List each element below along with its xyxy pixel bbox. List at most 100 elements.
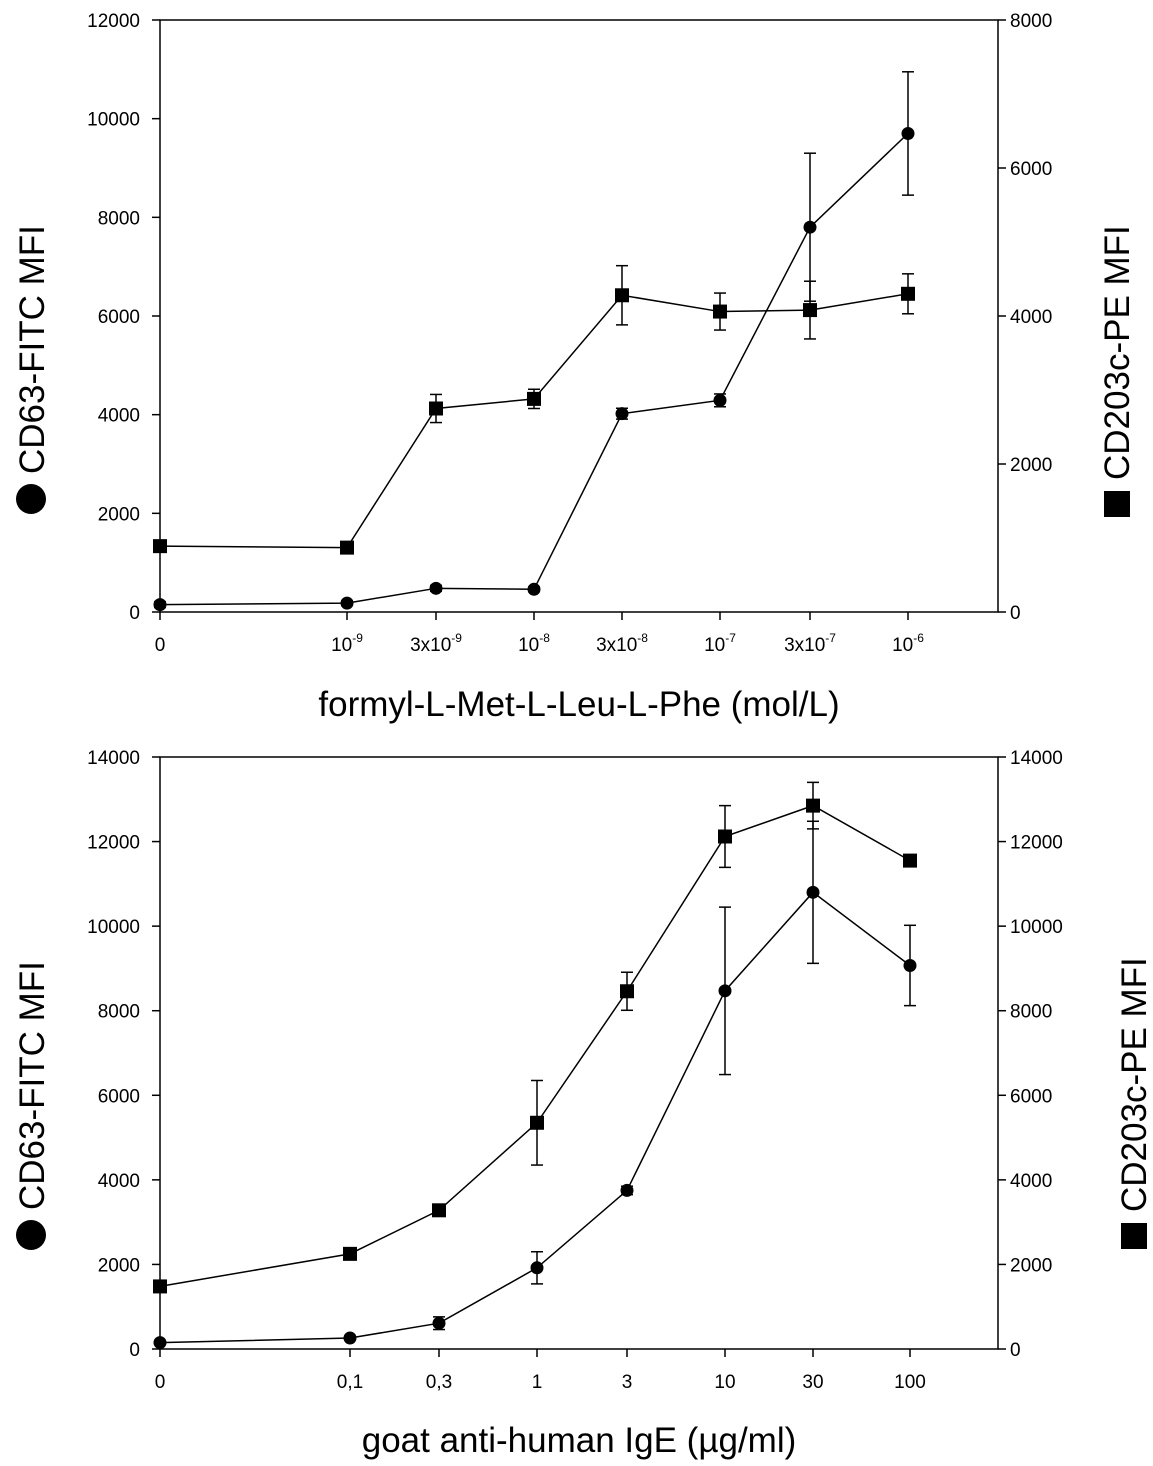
cd203c-data-point <box>718 829 732 844</box>
cd63-data-point <box>527 582 541 596</box>
bottom-right-y-label: CD203c-PE MFI <box>1115 957 1153 1212</box>
top-chart: 0 2000 4000 6000 8000 10000 12000 0 2000 4000 600… <box>13 11 1137 724</box>
cd203c-data-point <box>806 798 820 813</box>
right-y-tick-label: 0 <box>1010 1340 1021 1361</box>
bottom-left-y-ticks: 0 2000 4000 6000 8000 10000 12000 14000 <box>87 748 160 1361</box>
cd203c-data-point <box>153 1279 167 1294</box>
x-tick-label: 10-6 <box>892 631 924 656</box>
x-tick-label: 1 <box>532 1372 543 1393</box>
left-y-tick-label: 2000 <box>98 504 140 525</box>
bottom-left-y-axis-title: CD63-FITC MFI <box>13 961 52 1250</box>
left-y-tick-label: 6000 <box>98 1086 140 1107</box>
circle-legend-marker <box>16 1220 46 1250</box>
x-tick-label: 0,1 <box>337 1372 363 1393</box>
cd63-data-point <box>429 581 443 595</box>
cd63-data-point <box>432 1316 446 1330</box>
left-y-tick-label: 4000 <box>98 1171 140 1192</box>
bottom-left-y-label: CD63-FITC MFI <box>13 961 52 1210</box>
right-y-tick-label: 10000 <box>1010 917 1063 938</box>
bottom-x-axis-title: goat anti-human IgE (µg/ml) <box>362 1421 797 1460</box>
cd203c-data-point <box>429 401 443 416</box>
cd203c-data-point <box>901 286 915 301</box>
bottom-chart: 0 2000 4000 6000 8000 10000 12000 14000 0 2000 40… <box>13 748 1153 1460</box>
cd63-data-point <box>620 1183 634 1197</box>
cd203c-data-point <box>432 1203 446 1218</box>
left-y-tick-label: 8000 <box>98 1002 140 1023</box>
top-left-y-ticks: 0 2000 4000 6000 8000 10000 12000 <box>87 11 160 624</box>
cd203c-series-line <box>159 804 911 1288</box>
cd63-data-point <box>153 598 167 612</box>
right-y-tick-label: 0 <box>1010 603 1021 624</box>
cd203c-series-line <box>159 293 909 549</box>
x-tick-label: 3x10-9 <box>410 631 462 656</box>
right-y-tick-label: 4000 <box>1010 307 1052 328</box>
cd63-data-point <box>713 393 727 407</box>
left-y-tick-label: 10000 <box>87 110 140 131</box>
x-tick-label: 10 <box>714 1372 735 1393</box>
cd203c-data-point <box>153 539 167 554</box>
x-tick-label: 10-8 <box>518 631 550 656</box>
left-y-tick-label: 0 <box>129 603 140 624</box>
top-series <box>153 71 915 612</box>
square-legend-marker <box>1121 1223 1147 1249</box>
square-legend-marker <box>1104 491 1130 517</box>
cd203c-data-point <box>803 303 817 318</box>
cd203c-data-point <box>620 984 634 999</box>
bottom-right-y-ticks: 0 2000 4000 6000 8000 10000 12000 14000 <box>998 748 1063 1361</box>
x-tick-label: 0 <box>155 635 166 656</box>
top-left-y-axis-title: CD63-FITC MFI <box>13 225 52 514</box>
bottom-plot-frame <box>159 756 999 1350</box>
top-x-axis-title: formyl-L-Met-L-Leu-L-Phe (mol/L) <box>318 685 839 724</box>
x-tick-label: 3x10-7 <box>784 631 836 656</box>
bottom-x-ticks: 0 0,1 0,3 1 3 10 30 100 <box>155 1349 926 1393</box>
cd63-series-line <box>159 132 909 606</box>
cd63-data-point <box>343 1331 357 1345</box>
cd63-data-point <box>903 958 917 972</box>
cd203c-data-point <box>343 1246 357 1261</box>
x-tick-label: 0,3 <box>426 1372 452 1393</box>
cd203c-data-point <box>340 540 354 555</box>
cd63-data-point <box>718 984 732 998</box>
cd203c-data-point <box>615 288 629 303</box>
left-y-tick-label: 8000 <box>98 208 140 229</box>
right-y-tick-label: 8000 <box>1010 11 1052 32</box>
cd63-data-point <box>530 1261 544 1275</box>
x-tick-label: 0 <box>155 1372 166 1393</box>
right-y-tick-label: 2000 <box>1010 455 1052 476</box>
right-y-tick-label: 14000 <box>1010 748 1063 769</box>
cd203c-data-point <box>713 304 727 319</box>
left-y-tick-label: 12000 <box>87 833 140 854</box>
right-y-tick-label: 6000 <box>1010 1086 1052 1107</box>
top-right-y-axis-title: CD203c-PE MFI <box>1098 225 1137 517</box>
left-y-tick-label: 12000 <box>87 11 140 32</box>
x-tick-label: 10-9 <box>331 631 363 656</box>
right-y-tick-label: 2000 <box>1010 1255 1052 1276</box>
cd63-data-point <box>153 1336 167 1350</box>
cd63-data-point <box>803 220 817 234</box>
cd203c-data-point <box>903 853 917 868</box>
x-tick-label: 3x10-8 <box>596 631 648 656</box>
left-y-tick-label: 0 <box>129 1340 140 1361</box>
bottom-series <box>153 781 917 1350</box>
top-right-y-ticks: 0 2000 4000 6000 8000 <box>998 11 1052 624</box>
left-y-tick-label: 10000 <box>87 917 140 938</box>
cd63-series-line <box>159 891 911 1344</box>
right-y-tick-label: 6000 <box>1010 159 1052 180</box>
x-tick-label: 10-7 <box>704 631 736 656</box>
x-tick-label: 100 <box>894 1372 926 1393</box>
left-y-tick-label: 2000 <box>98 1255 140 1276</box>
circle-legend-marker <box>16 484 46 514</box>
cd203c-data-point <box>527 391 541 406</box>
cd63-data-point <box>340 596 354 610</box>
top-right-y-label: CD203c-PE MFI <box>1098 225 1137 480</box>
left-y-tick-label: 6000 <box>98 307 140 328</box>
right-y-tick-label: 8000 <box>1010 1002 1052 1023</box>
right-y-tick-label: 4000 <box>1010 1171 1052 1192</box>
cd63-data-point <box>615 407 629 421</box>
top-x-ticks: 0 10-9 3x10-9 10-8 3x10-8 10-7 3x10-7 10-6 <box>155 612 924 656</box>
bottom-right-y-axis-title: CD203c-PE MFI <box>1115 957 1153 1249</box>
cd63-data-point <box>806 885 820 899</box>
top-left-y-label: CD63-FITC MFI <box>13 225 52 474</box>
right-y-tick-label: 12000 <box>1010 833 1063 854</box>
